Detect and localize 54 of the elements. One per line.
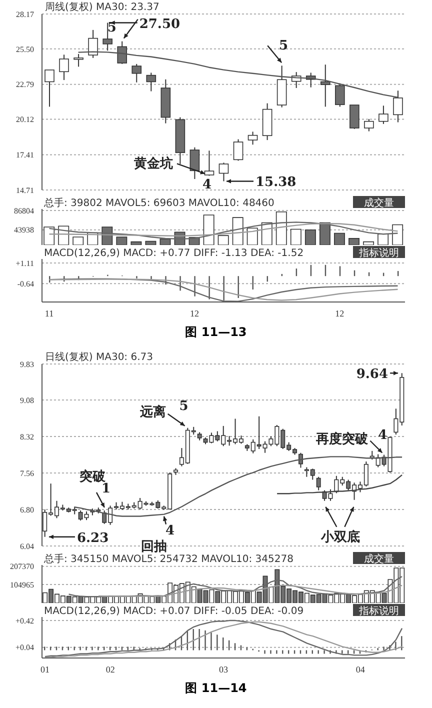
annotation: 6.23: [76, 530, 109, 546]
caption: 图 11—14: [184, 680, 248, 697]
chart-title: 总手: 345150 MAVOL5: 254732 MAVOL10: 345278: [43, 553, 294, 565]
y-tick-label: 43938: [14, 226, 34, 235]
text: 成交量: [364, 553, 394, 565]
caption: 图 11—13: [184, 324, 248, 341]
y-tick-label: 8.32: [20, 432, 34, 442]
x-tick-label: 12: [190, 308, 199, 318]
x-tick-label: 04: [356, 664, 366, 674]
annotation: 指标说明: [358, 247, 399, 259]
annotation: 5: [279, 38, 288, 54]
y-tick-label: 9.08: [20, 396, 34, 405]
annotation: 1: [101, 481, 111, 496]
y-tick-label: 104965: [10, 580, 34, 590]
chart-title: 总手: 39802 MAVOL5: 69603 MAVOL10: 48460: [43, 197, 274, 209]
y-tick-label: 9.83: [20, 360, 34, 369]
y-tick-label: 28.17: [16, 10, 34, 19]
annotation: 15.38: [256, 175, 296, 190]
annotation: 小双底: [320, 528, 360, 545]
y-tick-label: 25.50: [16, 44, 34, 54]
y-tick-label: 6.80: [20, 505, 34, 514]
y-tick-label: 14.71: [16, 186, 34, 195]
y-tick-label: 7.56: [20, 468, 34, 478]
annotation: 回抽: [140, 539, 167, 554]
annotation: 成交量: [364, 197, 394, 209]
annotation: 远离: [138, 404, 166, 420]
chart-title: MACD(12,26,9) MACD: +0.07 DIFF: -0.05 DEA: -0.09: [44, 606, 304, 617]
y-tick-label: 17.41: [16, 150, 34, 160]
x-tick-label: 02: [106, 664, 115, 674]
y-tick-label: +1.11: [16, 258, 34, 268]
chart-title: 周线(复权) MA30: 23.37: [45, 1, 160, 13]
y-tick-label: +0.42: [15, 616, 34, 626]
x-tick-label: 11: [44, 308, 54, 318]
x-tick-label: 03: [219, 664, 228, 674]
annotation: 4: [202, 178, 212, 193]
chart-title: MACD(12,26,9) MACD: +0.77 DIFF: -1.13 DEA: -1.52: [44, 248, 304, 259]
annotation: 黄金坑: [132, 156, 173, 172]
y-tick-label: 22.79: [16, 80, 34, 90]
y-tick-label: 86804: [14, 206, 34, 216]
y-tick-label: 20.12: [16, 115, 34, 124]
y-tick-label: -0.64: [17, 279, 34, 288]
chart-title: 日线(复权) MA30: 6.73: [45, 351, 153, 363]
annotation: 5: [179, 398, 188, 414]
annotation: 9.64: [356, 367, 388, 382]
text: 指标说明: [358, 605, 399, 617]
annotation: 4: [165, 523, 175, 538]
x-tick-label: 01: [40, 664, 50, 674]
x-tick-label: 12: [335, 308, 344, 318]
annotation: 4: [378, 428, 388, 443]
annotation: 再度突破: [315, 430, 370, 447]
y-tick-label: 6.04: [20, 542, 34, 551]
y-tick-label: +0.04: [15, 643, 34, 652]
annotation: 27.50: [139, 16, 180, 32]
y-tick-label: 207370: [10, 562, 34, 572]
